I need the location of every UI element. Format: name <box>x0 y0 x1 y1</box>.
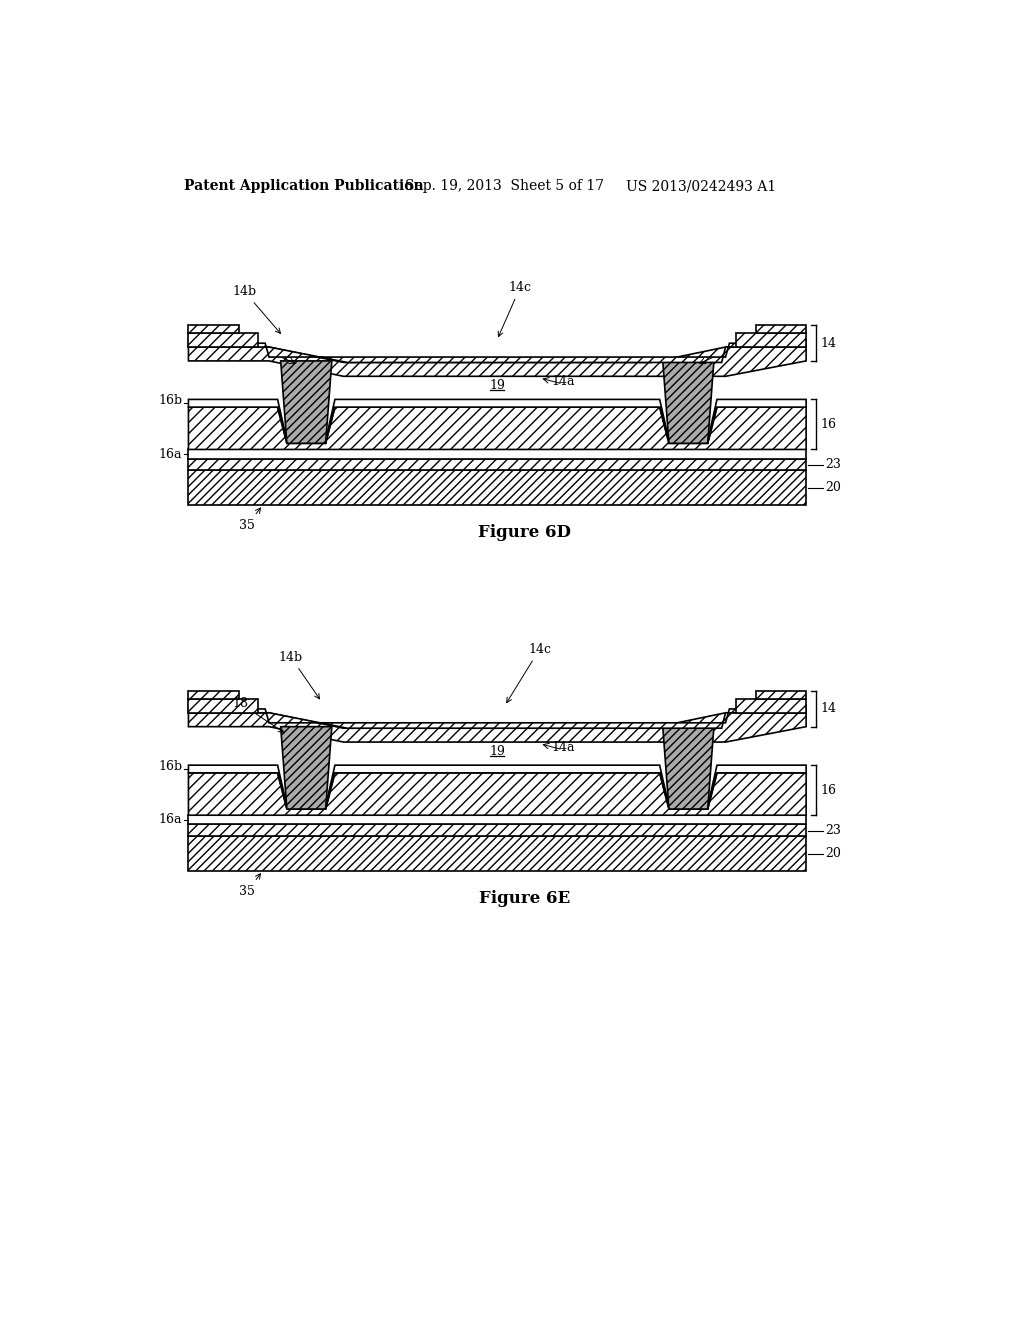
Polygon shape <box>281 360 332 444</box>
Text: Figure 6E: Figure 6E <box>479 890 570 907</box>
Bar <box>736 700 806 713</box>
Bar <box>188 459 806 470</box>
Polygon shape <box>188 339 806 363</box>
Polygon shape <box>188 766 806 809</box>
Text: 35: 35 <box>240 874 260 898</box>
Text: 16a: 16a <box>159 447 182 461</box>
Text: 16b: 16b <box>158 760 182 774</box>
Polygon shape <box>663 726 714 809</box>
Polygon shape <box>188 407 806 449</box>
Bar <box>188 700 258 713</box>
Text: 18: 18 <box>731 348 746 362</box>
Bar <box>188 825 806 836</box>
Text: 19: 19 <box>489 744 505 758</box>
Text: 14a: 14a <box>551 741 574 754</box>
Polygon shape <box>188 400 806 444</box>
Text: 23: 23 <box>824 458 841 471</box>
Text: 18: 18 <box>248 348 263 362</box>
Polygon shape <box>188 774 806 816</box>
Text: 19: 19 <box>489 379 505 392</box>
Text: 14b: 14b <box>232 285 281 334</box>
Text: 16: 16 <box>821 784 837 797</box>
Bar <box>756 326 806 333</box>
Bar <box>188 816 806 825</box>
Text: 18: 18 <box>232 697 284 733</box>
Bar <box>188 692 239 700</box>
Polygon shape <box>188 713 806 742</box>
Text: 14: 14 <box>821 337 837 350</box>
Text: 14b: 14b <box>279 651 319 698</box>
Text: 23: 23 <box>824 824 841 837</box>
Text: 20: 20 <box>824 847 841 861</box>
Text: 35: 35 <box>240 508 260 532</box>
Bar <box>188 333 258 347</box>
Text: Sep. 19, 2013  Sheet 5 of 17: Sep. 19, 2013 Sheet 5 of 17 <box>406 180 604 193</box>
Polygon shape <box>663 360 714 444</box>
Text: 14c: 14c <box>507 643 551 702</box>
Text: 16: 16 <box>821 418 837 430</box>
Text: 14: 14 <box>821 702 837 715</box>
Bar <box>188 836 806 871</box>
Text: 20: 20 <box>824 482 841 495</box>
Text: US 2013/0242493 A1: US 2013/0242493 A1 <box>627 180 776 193</box>
Bar <box>756 692 806 700</box>
Bar <box>736 333 806 347</box>
Text: 16a: 16a <box>159 813 182 826</box>
Text: 16b: 16b <box>158 395 182 408</box>
Text: Patent Application Publication: Patent Application Publication <box>183 180 424 193</box>
Bar <box>188 326 239 333</box>
Bar <box>188 470 806 506</box>
Text: Figure 6D: Figure 6D <box>478 524 571 541</box>
Polygon shape <box>188 705 806 729</box>
Bar <box>188 449 806 459</box>
Polygon shape <box>281 726 332 809</box>
Text: 14a: 14a <box>551 375 574 388</box>
Polygon shape <box>188 347 806 376</box>
Text: 14c: 14c <box>499 281 531 337</box>
